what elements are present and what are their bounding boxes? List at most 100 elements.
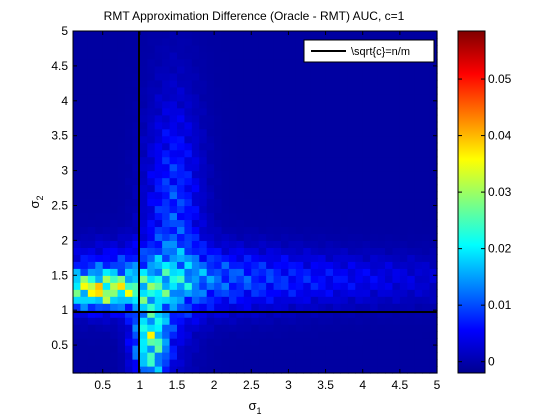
heatmap-cell (288, 31, 297, 39)
x-tick-label: 3.5 (317, 378, 334, 392)
heatmap-cell (362, 303, 371, 311)
heatmap-cell (236, 58, 245, 67)
heatmap-cell (251, 317, 260, 325)
heatmap-cell (73, 275, 82, 283)
heatmap-cell (340, 107, 349, 116)
heatmap-cell (288, 79, 297, 88)
heatmap-cell (117, 247, 126, 255)
heatmap-cell (251, 72, 260, 81)
heatmap-cell (295, 205, 304, 214)
heatmap-cell (154, 345, 163, 353)
heatmap-cell (370, 240, 379, 248)
heatmap-cell (355, 219, 364, 228)
heatmap-cell (221, 303, 230, 311)
heatmap-cell (102, 128, 111, 137)
heatmap-cell (273, 65, 282, 74)
heatmap-cell (243, 37, 252, 46)
heatmap-cell (273, 289, 282, 297)
heatmap-cell (422, 149, 431, 158)
heatmap-cell (333, 114, 342, 123)
heatmap-cell (370, 233, 379, 241)
heatmap-cell (355, 100, 364, 109)
heatmap-cell (347, 324, 356, 332)
heatmap-cell (80, 177, 89, 186)
heatmap-cell (243, 324, 252, 332)
heatmap-cell (377, 303, 386, 311)
heatmap-cell (229, 100, 238, 109)
heatmap-cell (273, 51, 282, 60)
heatmap-cell (73, 296, 82, 304)
heatmap-cell (407, 219, 416, 228)
heatmap-cell (318, 107, 327, 116)
heatmap-cell (429, 254, 438, 262)
heatmap-cell (392, 331, 401, 339)
heatmap-cell (251, 310, 260, 318)
heatmap-cell (73, 114, 82, 123)
heatmap-cell (347, 198, 356, 207)
heatmap-cell (347, 170, 356, 179)
heatmap-cell (303, 205, 312, 214)
heatmap-cell (310, 317, 319, 325)
heatmap-cell (429, 338, 438, 346)
heatmap-cell (87, 149, 96, 158)
heatmap-cell (273, 282, 282, 290)
heatmap-cell (139, 331, 148, 339)
heatmap-cell (214, 31, 223, 39)
heatmap-cell (125, 205, 134, 214)
heatmap-cell (102, 198, 111, 207)
heatmap-cell (392, 142, 401, 151)
heatmap-cell (221, 289, 230, 297)
heatmap-cell (125, 191, 134, 200)
heatmap-cell (177, 121, 186, 130)
heatmap-cell (243, 282, 252, 290)
heatmap-cell (333, 72, 342, 81)
heatmap-cell (429, 163, 438, 172)
heatmap-cell (355, 86, 364, 95)
heatmap-cell (407, 254, 416, 262)
heatmap-cell (95, 331, 104, 339)
heatmap-cell (117, 142, 126, 151)
y-tick-label: 4.5 (51, 59, 68, 73)
heatmap-cell (318, 184, 327, 193)
heatmap-cell (80, 51, 89, 60)
heatmap-cell (139, 226, 148, 235)
heatmap-cell (95, 317, 104, 325)
heatmap-cell (154, 268, 163, 276)
heatmap-cell (169, 219, 178, 228)
x-tick-label: 4 (359, 378, 366, 392)
heatmap-cell (162, 65, 171, 74)
heatmap-cell (288, 128, 297, 137)
heatmap-cell (236, 135, 245, 144)
heatmap-cell (273, 233, 282, 241)
heatmap-cell (362, 317, 371, 325)
heatmap-cell (429, 170, 438, 179)
heatmap-cell (199, 93, 208, 102)
heatmap-cell (407, 212, 416, 221)
heatmap-cell (177, 128, 186, 137)
heatmap-cell (125, 107, 134, 116)
heatmap-cell (162, 184, 171, 193)
heatmap-cell (347, 79, 356, 88)
heatmap-cell (429, 226, 438, 235)
heatmap-cell (177, 191, 186, 200)
heatmap-cell (303, 338, 312, 346)
heatmap-cell (407, 198, 416, 207)
heatmap-cells (73, 31, 438, 374)
heatmap-cell (80, 107, 89, 116)
heatmap-cell (407, 338, 416, 346)
heatmap-cell (87, 226, 96, 235)
heatmap-cell (370, 212, 379, 221)
heatmap-cell (199, 156, 208, 165)
heatmap-cell (229, 170, 238, 179)
heatmap-cell (117, 296, 126, 304)
heatmap-cell (229, 142, 238, 151)
heatmap-cell (258, 149, 267, 158)
heatmap-cell (80, 37, 89, 46)
heatmap-cell (177, 51, 186, 60)
heatmap-cell (325, 170, 334, 179)
heatmap-cell (191, 100, 200, 109)
heatmap-cell (385, 58, 394, 67)
heatmap-cell (422, 163, 431, 172)
heatmap-cell (214, 275, 223, 283)
heatmap-cell (347, 331, 356, 339)
